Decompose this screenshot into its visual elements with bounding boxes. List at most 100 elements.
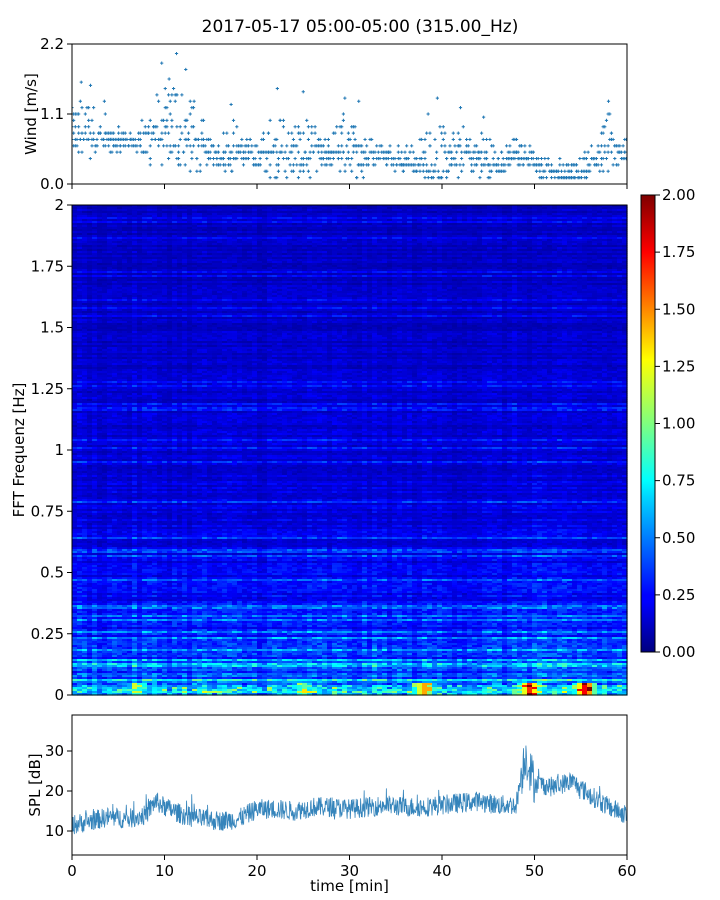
wind-point — [442, 138, 445, 141]
wind-point — [134, 138, 137, 141]
wind-point — [600, 163, 603, 166]
wind-point — [413, 163, 416, 166]
wind-point — [618, 144, 621, 147]
wind-point — [343, 170, 346, 173]
wind-point — [362, 163, 365, 166]
wind-point — [440, 144, 443, 147]
wind-point — [170, 119, 173, 122]
wind-point — [437, 170, 440, 173]
wind-point — [87, 106, 90, 109]
wind-point — [363, 138, 366, 141]
wind-point — [460, 157, 463, 160]
wind-point — [612, 163, 615, 166]
wind-point — [255, 144, 258, 147]
wind-point — [169, 144, 172, 147]
wind-point — [189, 144, 192, 147]
wind-point — [587, 151, 590, 154]
wind-point — [540, 163, 543, 166]
wind-point — [320, 151, 323, 154]
wind-point — [160, 61, 163, 64]
wind-point — [343, 163, 346, 166]
wind-point — [277, 170, 280, 173]
wind-point — [422, 170, 425, 173]
wind-point — [360, 144, 363, 147]
wind-point — [290, 131, 293, 134]
wind-point — [182, 151, 185, 154]
wind-point — [284, 170, 287, 173]
wind-point — [90, 119, 93, 122]
wind-point — [415, 157, 418, 160]
wind-point — [175, 125, 178, 128]
wind-point — [458, 144, 461, 147]
wind-point — [450, 163, 453, 166]
wind-point — [247, 157, 250, 160]
wind-point — [179, 138, 182, 141]
wind-point — [212, 157, 215, 160]
wind-point — [470, 163, 473, 166]
wind-point — [595, 157, 598, 160]
wind-point — [280, 144, 283, 147]
wind-point — [338, 151, 341, 154]
wind-point — [432, 176, 435, 179]
wind-point — [170, 125, 173, 128]
wind-point — [160, 131, 163, 134]
wind-point — [202, 138, 205, 141]
wind-point — [557, 170, 560, 173]
wind-point — [562, 163, 565, 166]
wind-point — [179, 125, 182, 128]
wind-point — [269, 163, 272, 166]
wind-point — [425, 131, 428, 134]
wind-point — [467, 144, 470, 147]
wind-point — [448, 144, 451, 147]
wind-point — [545, 176, 548, 179]
wind-point — [217, 151, 220, 154]
wind-point — [308, 151, 311, 154]
wind-point — [397, 151, 400, 154]
wind-point — [607, 151, 610, 154]
wind-point — [483, 163, 486, 166]
wind-point — [488, 163, 491, 166]
wind-y-tick-label: 1.1 — [40, 105, 64, 123]
wind-point — [342, 119, 345, 122]
wind-point — [482, 138, 485, 141]
spectrogram-heatmap — [72, 205, 628, 696]
wind-point — [405, 144, 408, 147]
wind-point — [174, 100, 177, 103]
wind-point — [279, 119, 282, 122]
wind-point — [302, 131, 305, 134]
wind-point — [232, 131, 235, 134]
wind-point — [164, 87, 167, 90]
wind-point — [307, 170, 310, 173]
wind-point — [229, 163, 232, 166]
wind-point — [230, 170, 233, 173]
wind-point — [340, 125, 343, 128]
wind-point — [362, 176, 365, 179]
wind-point — [152, 131, 155, 134]
wind-point — [107, 144, 110, 147]
wind-point — [199, 170, 202, 173]
wind-point — [187, 131, 190, 134]
wind-point — [543, 157, 546, 160]
wind-points — [70, 52, 628, 179]
wind-point — [284, 151, 287, 154]
wind-point — [295, 163, 298, 166]
wind-point — [155, 125, 158, 128]
wind-point — [299, 170, 302, 173]
wind-point — [333, 131, 336, 134]
wind-point — [280, 151, 283, 154]
wind-point — [242, 163, 245, 166]
wind-point — [563, 170, 566, 173]
wind-point — [187, 138, 190, 141]
wind-point — [392, 163, 395, 166]
wind-point — [453, 157, 456, 160]
wind-point — [275, 151, 278, 154]
wind-point — [357, 100, 360, 103]
wind-point — [184, 68, 187, 71]
wind-point — [332, 157, 335, 160]
wind-point — [450, 151, 453, 154]
wind-point — [177, 144, 180, 147]
wind-point — [412, 151, 415, 154]
wind-point — [155, 93, 158, 96]
wind-point — [168, 77, 171, 80]
